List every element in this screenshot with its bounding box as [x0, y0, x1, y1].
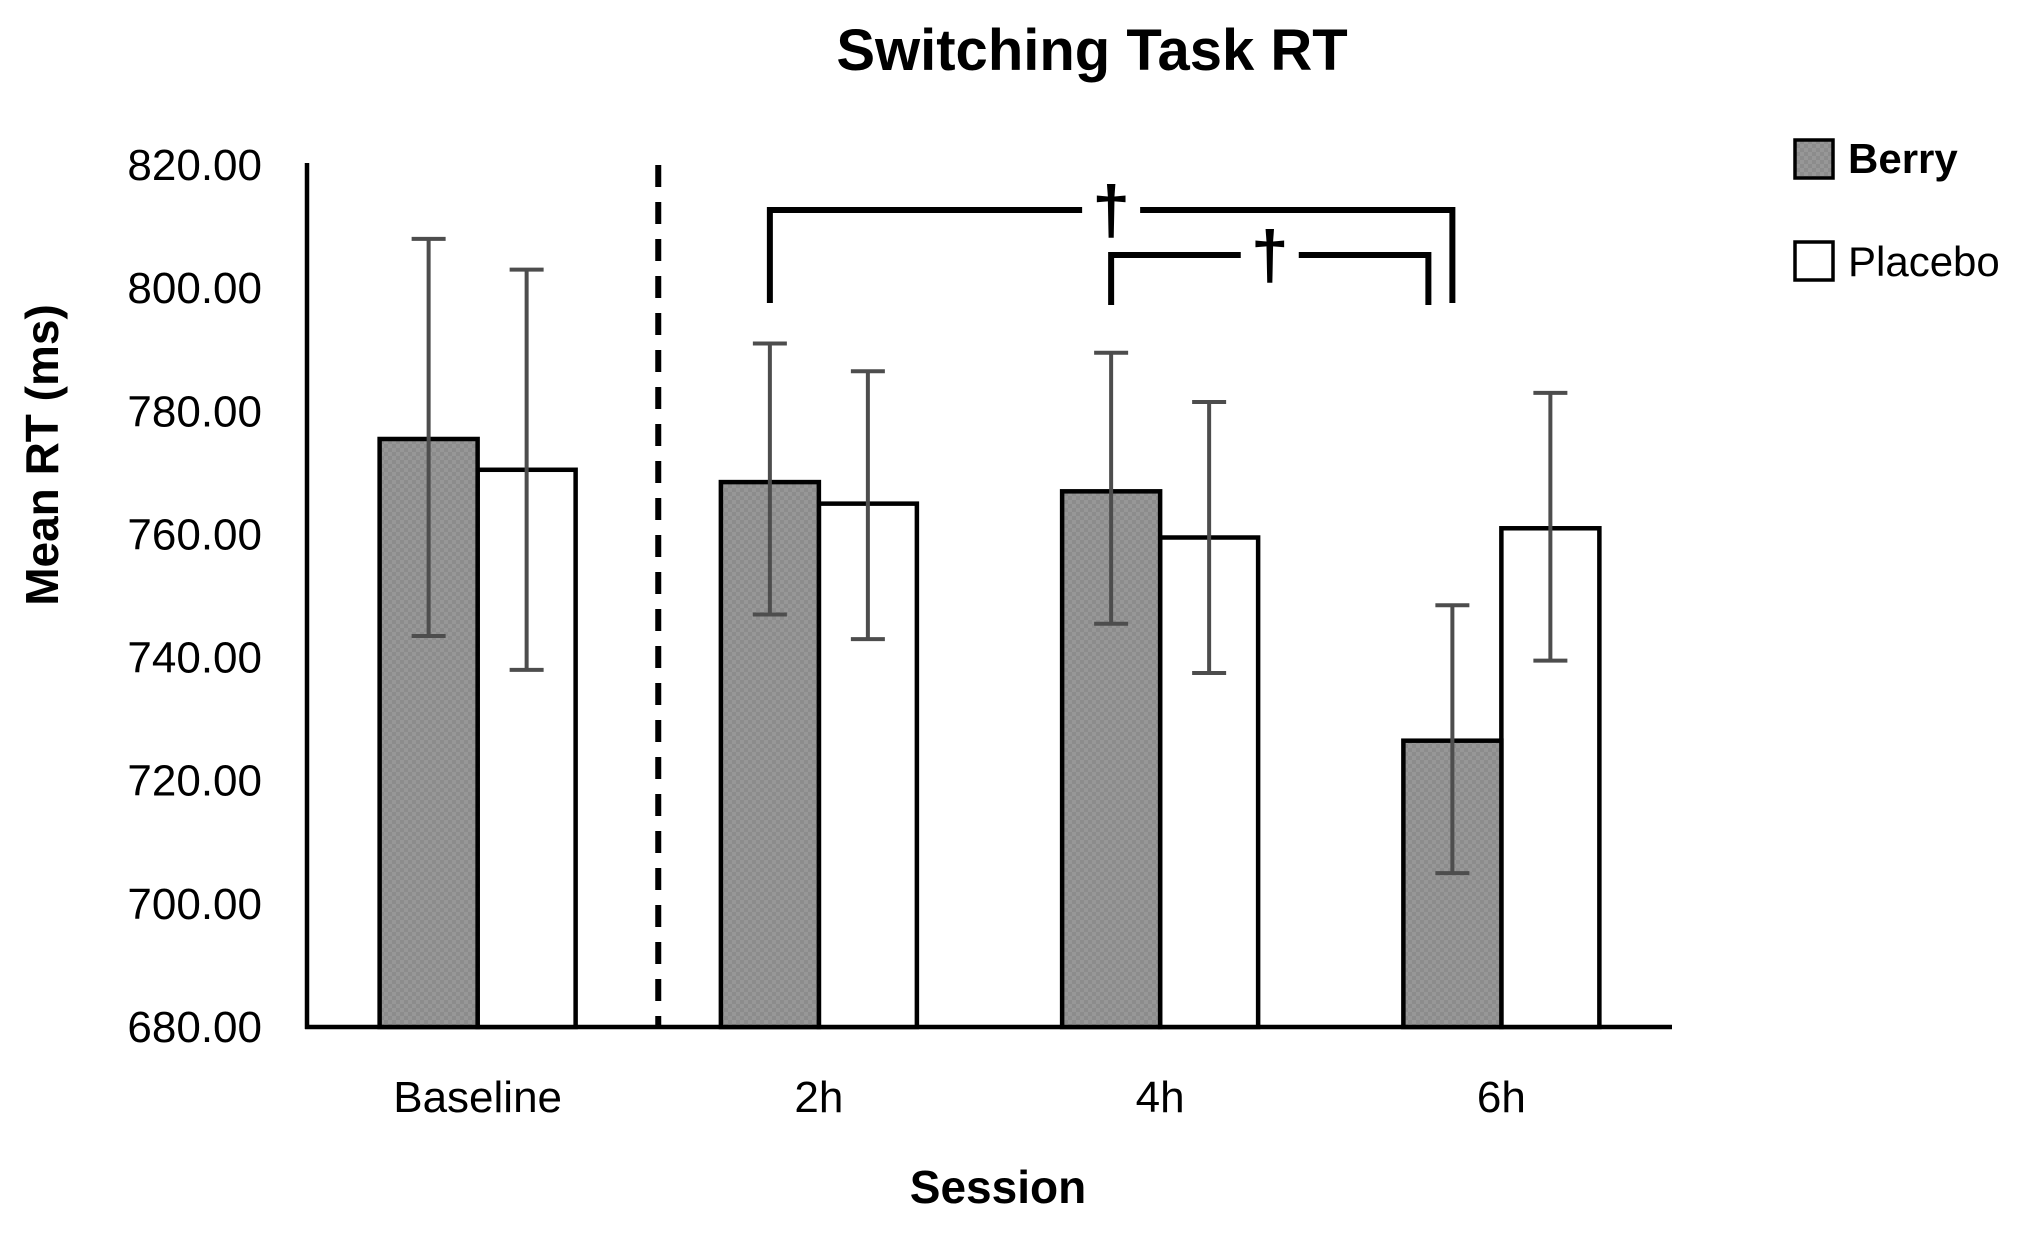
y-tick-label-700.00: 700.00	[127, 880, 262, 929]
dagger-symbol-1: †	[1092, 172, 1130, 248]
dagger-symbol-2: †	[1251, 217, 1289, 293]
y-axis-title: Mean RT (ms)	[16, 304, 68, 606]
y-tick-label-780.00: 780.00	[127, 387, 262, 436]
chart-title: Switching Task RT	[836, 18, 1347, 83]
y-tick-label-820.00: 820.00	[127, 141, 262, 190]
legend-label-berry: Berry	[1848, 135, 1958, 182]
y-tick-label-720.00: 720.00	[127, 757, 262, 806]
x-axis-title: Session	[910, 1161, 1086, 1213]
y-tick-label-680.00: 680.00	[127, 1003, 262, 1052]
x-tick-label-6h: 6h	[1477, 1073, 1526, 1122]
plot-area: 680.00 700.00 720.00 740.00 760.00 780.00 800.…	[127, 141, 1672, 1122]
y-tick-label-740.00: 740.00	[127, 634, 262, 683]
legend: Berry Placebo	[1793, 135, 2000, 285]
x-tick-label-4h: 4h	[1136, 1073, 1185, 1122]
legend-label-placebo: Placebo	[1848, 238, 2000, 285]
legend-swatch-berry	[1793, 138, 1835, 180]
bracket-gap-2	[1240, 249, 1299, 261]
x-tick-label-2h: 2h	[794, 1073, 843, 1122]
y-tick-label-760.00: 760.00	[127, 510, 262, 559]
legend-swatch-placebo	[1793, 240, 1835, 282]
y-tick-label-800.00: 800.00	[127, 264, 262, 313]
x-tick-label-baseline: Baseline	[393, 1073, 562, 1122]
bracket-gap-1	[1082, 204, 1141, 216]
